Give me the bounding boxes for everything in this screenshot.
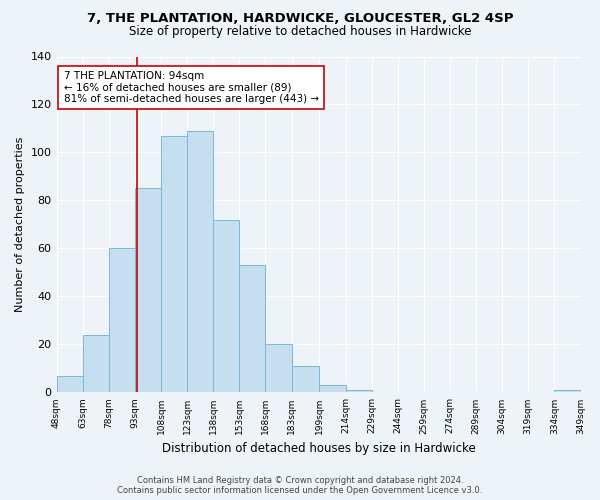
Bar	[109, 248, 135, 392]
Bar	[292, 366, 319, 392]
Bar	[187, 131, 213, 392]
Bar	[239, 266, 265, 392]
Text: 7, THE PLANTATION, HARDWICKE, GLOUCESTER, GL2 4SP: 7, THE PLANTATION, HARDWICKE, GLOUCESTER…	[87, 12, 513, 26]
Y-axis label: Number of detached properties: Number of detached properties	[15, 137, 25, 312]
Bar	[213, 220, 239, 392]
Bar	[319, 385, 346, 392]
Bar	[161, 136, 187, 392]
Text: Contains HM Land Registry data © Crown copyright and database right 2024.
Contai: Contains HM Land Registry data © Crown c…	[118, 476, 482, 495]
Bar	[265, 344, 292, 393]
Bar	[56, 376, 83, 392]
Bar	[346, 390, 371, 392]
Text: Size of property relative to detached houses in Hardwicke: Size of property relative to detached ho…	[129, 25, 471, 38]
Bar	[135, 188, 161, 392]
Bar	[554, 390, 581, 392]
Bar	[83, 335, 109, 392]
Text: 7 THE PLANTATION: 94sqm
← 16% of detached houses are smaller (89)
81% of semi-de: 7 THE PLANTATION: 94sqm ← 16% of detache…	[64, 71, 319, 104]
X-axis label: Distribution of detached houses by size in Hardwicke: Distribution of detached houses by size …	[161, 442, 475, 455]
